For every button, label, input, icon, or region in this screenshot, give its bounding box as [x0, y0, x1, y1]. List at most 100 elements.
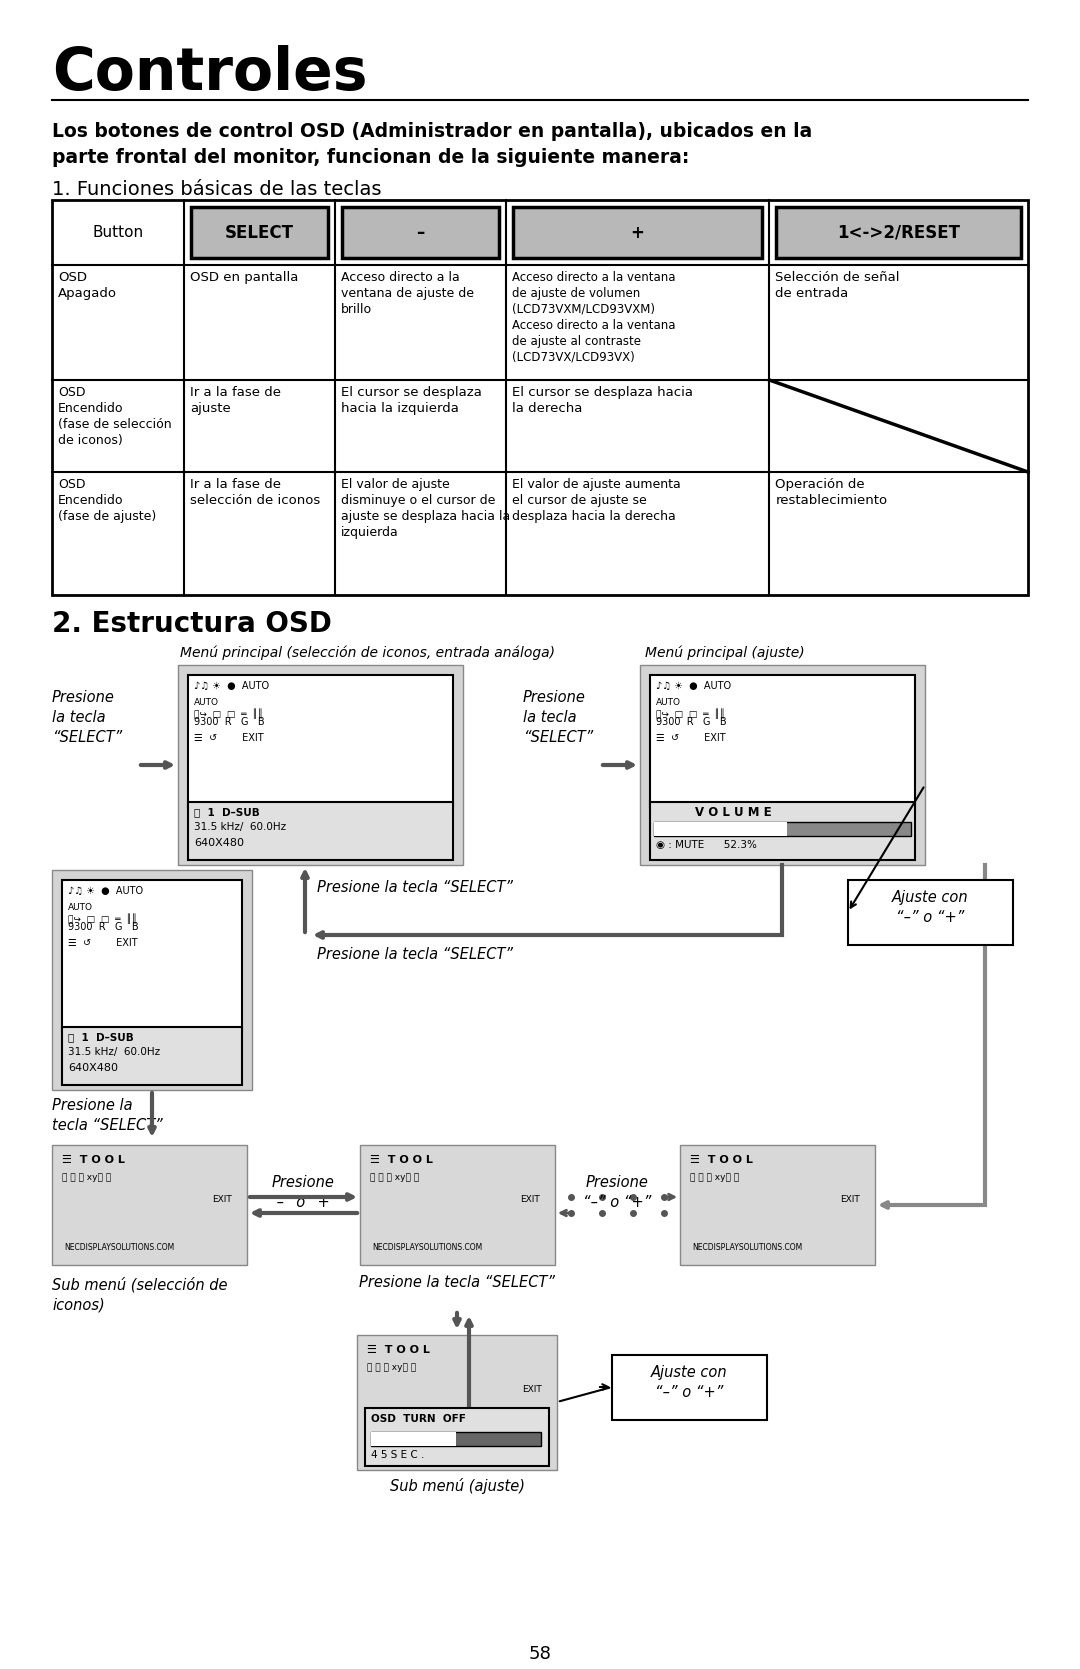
Text: Acceso directo a la ventana
de ajuste de volumen
(LCD73VXM/LCD93VXM)
Acceso dire: Acceso directo a la ventana de ajuste de… [512, 270, 675, 364]
Text: ⬜ ⬜ ⬜ xy⬜ ⬜: ⬜ ⬜ ⬜ xy⬜ ⬜ [367, 1364, 416, 1372]
Bar [360, 1145, 555, 1265]
Text: Acceso directo a la
ventana de ajuste de
brillo: Acceso directo a la ventana de ajuste de… [341, 270, 474, 315]
Text: Controles: Controles [52, 45, 367, 102]
Text: Sub menú (ajuste): Sub menú (ajuste) [390, 1479, 525, 1494]
Text: ☰  ↺        EXIT: ☰ ↺ EXIT [656, 733, 726, 743]
Text: 640X480: 640X480 [68, 1063, 118, 1073]
Bar [357, 1335, 557, 1470]
Bar [52, 870, 252, 1090]
Text: Button: Button [92, 225, 144, 240]
Text: Presione
“–” o “+”: Presione “–” o “+” [583, 1175, 651, 1210]
Text: parte frontal del monitor, funcionan de la siguiente manera:: parte frontal del monitor, funcionan de … [52, 149, 689, 167]
Text: El valor de ajuste aumenta
el cursor de ajuste se
desplaza hacia la derecha: El valor de ajuste aumenta el cursor de … [512, 477, 680, 522]
Bar [654, 823, 787, 836]
Text: AUTO
㎳↪  □  □  ═  ║║: AUTO ㎳↪ □ □ ═ ║║ [68, 903, 137, 923]
Bar [777, 207, 1021, 259]
Text: Operación de
restablecimiento: Operación de restablecimiento [775, 477, 888, 507]
Text: ⬜ ⬜ ⬜ xy⬜ ⬜: ⬜ ⬜ ⬜ xy⬜ ⬜ [370, 1173, 419, 1182]
Text: ⬜ ⬜ ⬜ xy⬜ ⬜: ⬜ ⬜ ⬜ xy⬜ ⬜ [62, 1173, 111, 1182]
Text: 9300  R   G   B: 9300 R G B [68, 921, 138, 931]
Text: 1. Funciones básicas de las teclas: 1. Funciones básicas de las teclas [52, 180, 381, 199]
Bar [52, 200, 1028, 596]
Bar [640, 664, 924, 865]
Text: OSD
Apagado: OSD Apagado [58, 270, 117, 300]
Text: Ajuste con
“–” o “+”: Ajuste con “–” o “+” [892, 890, 969, 925]
Text: Sub menú (selección de
iconos): Sub menú (selección de iconos) [52, 1277, 228, 1312]
Bar [680, 1145, 875, 1265]
Bar [848, 880, 1013, 945]
Text: AUTO
㎳↪  □  □  ═  ║║: AUTO ㎳↪ □ □ ═ ║║ [194, 698, 264, 719]
Text: Los botones de control OSD (Administrador en pantalla), ubicados en la: Los botones de control OSD (Administrado… [52, 122, 812, 140]
Text: Ir a la fase de
ajuste: Ir a la fase de ajuste [190, 386, 281, 416]
Text: 4 5 S E C .: 4 5 S E C . [372, 1450, 424, 1460]
Text: ♪♫ ☀  ●  AUTO: ♪♫ ☀ ● AUTO [68, 886, 144, 896]
Text: 640X480: 640X480 [194, 838, 244, 848]
Text: El cursor se desplaza
hacia la izquierda: El cursor se desplaza hacia la izquierda [341, 386, 482, 416]
Text: SELECT: SELECT [225, 224, 294, 242]
Text: Presione
la tecla
“SELECT”: Presione la tecla “SELECT” [52, 689, 122, 744]
Bar [188, 803, 453, 860]
Text: ⬜ ⬜ ⬜ xy⬜ ⬜: ⬜ ⬜ ⬜ xy⬜ ⬜ [690, 1173, 739, 1182]
Text: EXIT: EXIT [522, 1385, 542, 1394]
Text: ☰  T O O L: ☰ T O O L [62, 1155, 125, 1165]
Text: Presione la tecla “SELECT”: Presione la tecla “SELECT” [359, 1275, 555, 1290]
Text: Presione
la tecla
“SELECT”: Presione la tecla “SELECT” [523, 689, 593, 744]
Text: EXIT: EXIT [212, 1195, 232, 1203]
Text: +: + [631, 224, 645, 242]
Text: NECDISPLAYSOLUTIONS.COM: NECDISPLAYSOLUTIONS.COM [692, 1243, 802, 1252]
Bar [178, 664, 463, 865]
Bar [513, 207, 762, 259]
Text: ♪♫ ☀  ●  AUTO: ♪♫ ☀ ● AUTO [194, 681, 269, 691]
Text: V O L U M E: V O L U M E [696, 806, 771, 819]
Text: Presione la tecla “SELECT”: Presione la tecla “SELECT” [318, 880, 513, 895]
Text: 31.5 kHz/  60.0Hz: 31.5 kHz/ 60.0Hz [194, 823, 286, 833]
Text: OSD en pantalla: OSD en pantalla [190, 270, 298, 284]
Bar [612, 1355, 767, 1420]
Text: ⎗  1  D–SUB: ⎗ 1 D–SUB [68, 1031, 134, 1041]
Bar [188, 674, 453, 808]
Text: Menú principal (ajuste): Menú principal (ajuste) [645, 644, 805, 659]
Bar [654, 823, 912, 836]
Text: ☰  ↺        EXIT: ☰ ↺ EXIT [194, 733, 264, 743]
Text: 31.5 kHz/  60.0Hz: 31.5 kHz/ 60.0Hz [68, 1046, 160, 1056]
Text: 1<->2/RESET: 1<->2/RESET [837, 224, 960, 242]
Text: ⎗  1  D–SUB: ⎗ 1 D–SUB [194, 808, 260, 818]
Text: Menú principal (selección de iconos, entrada análoga): Menú principal (selección de iconos, ent… [180, 644, 555, 659]
Text: ♪♫ ☀  ●  AUTO: ♪♫ ☀ ● AUTO [656, 681, 731, 691]
Text: Ir a la fase de
selección de iconos: Ir a la fase de selección de iconos [190, 477, 320, 507]
Text: ☰  T O O L: ☰ T O O L [690, 1155, 753, 1165]
Text: AUTO
㎳↪  □  □  ═  ║║: AUTO ㎳↪ □ □ ═ ║║ [656, 698, 725, 719]
Text: Presione la tecla “SELECT”: Presione la tecla “SELECT” [318, 946, 513, 961]
Bar [365, 1409, 549, 1465]
Text: EXIT: EXIT [519, 1195, 540, 1203]
Bar [372, 1432, 541, 1445]
Text: ☰  ↺        EXIT: ☰ ↺ EXIT [68, 938, 137, 948]
Text: EXIT: EXIT [840, 1195, 860, 1203]
Text: ☰  T O O L: ☰ T O O L [370, 1155, 433, 1165]
Text: Selección de señal
de entrada: Selección de señal de entrada [775, 270, 900, 300]
Text: OSD
Encendido
(fase de selección
de iconos): OSD Encendido (fase de selección de icon… [58, 386, 172, 447]
Text: –: – [416, 224, 424, 242]
Bar [342, 207, 499, 259]
Text: OSD
Encendido
(fase de ajuste): OSD Encendido (fase de ajuste) [58, 477, 157, 522]
Bar [62, 1026, 242, 1085]
Bar [372, 1432, 456, 1445]
Text: El cursor se desplaza hacia
la derecha: El cursor se desplaza hacia la derecha [512, 386, 693, 416]
Text: 58: 58 [528, 1646, 552, 1662]
Text: ◉ : MUTE      52.3%: ◉ : MUTE 52.3% [656, 840, 757, 850]
Text: ☰  T O O L: ☰ T O O L [367, 1345, 430, 1355]
Text: Presione la
tecla “SELECT”: Presione la tecla “SELECT” [52, 1098, 163, 1133]
Bar [650, 674, 915, 808]
Text: Presione
“–” o “+”: Presione “–” o “+” [269, 1175, 337, 1210]
Text: 9300  R   G   B: 9300 R G B [656, 718, 727, 728]
Bar [650, 803, 915, 860]
Bar [191, 207, 328, 259]
Text: NECDISPLAYSOLUTIONS.COM: NECDISPLAYSOLUTIONS.COM [64, 1243, 174, 1252]
Bar [62, 880, 242, 1031]
Text: NECDISPLAYSOLUTIONS.COM: NECDISPLAYSOLUTIONS.COM [372, 1243, 483, 1252]
Bar [52, 1145, 247, 1265]
Text: 2. Estructura OSD: 2. Estructura OSD [52, 609, 332, 638]
Text: Ajuste con
“–” o “+”: Ajuste con “–” o “+” [650, 1365, 727, 1400]
Text: 9300  R   G   B: 9300 R G B [194, 718, 265, 728]
Text: OSD  TURN  OFF: OSD TURN OFF [372, 1414, 465, 1424]
